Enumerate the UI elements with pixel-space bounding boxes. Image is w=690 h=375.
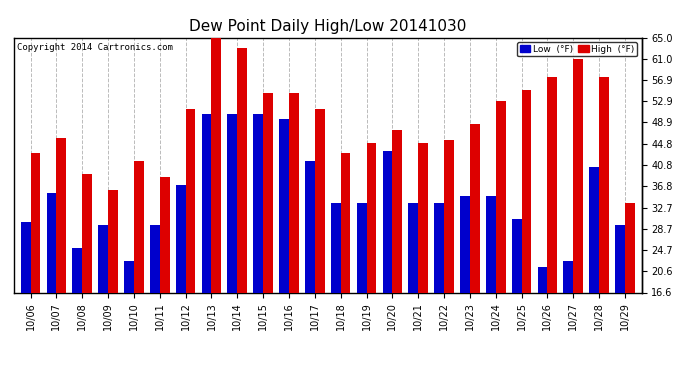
Bar [124, 261, 134, 375]
Bar [72, 248, 82, 375]
Bar [434, 204, 444, 375]
Bar [315, 109, 325, 375]
Bar [47, 193, 57, 375]
Title: Dew Point Daily High/Low 20141030: Dew Point Daily High/Low 20141030 [189, 18, 466, 33]
Bar [382, 151, 393, 375]
Bar [228, 114, 237, 375]
Bar [150, 225, 160, 375]
Text: Copyright 2014 Cartronics.com: Copyright 2014 Cartronics.com [17, 43, 172, 52]
Bar [495, 101, 506, 375]
Bar [564, 261, 573, 375]
Bar [289, 93, 299, 375]
Bar [253, 114, 263, 375]
Bar [263, 93, 273, 375]
Bar [237, 48, 247, 375]
Bar [522, 90, 531, 375]
Bar [21, 222, 30, 375]
Bar [108, 190, 118, 375]
Bar [486, 195, 495, 375]
Bar [615, 225, 625, 375]
Bar [160, 177, 170, 375]
Bar [279, 119, 289, 375]
Legend: Low  (°F), High  (°F): Low (°F), High (°F) [517, 42, 637, 56]
Bar [211, 38, 221, 375]
Bar [186, 109, 195, 375]
Bar [512, 219, 522, 375]
Bar [444, 140, 454, 375]
Bar [82, 174, 92, 375]
Bar [30, 153, 41, 375]
Bar [538, 267, 547, 375]
Bar [305, 161, 315, 375]
Bar [625, 204, 635, 375]
Bar [134, 161, 144, 375]
Bar [547, 77, 558, 375]
Bar [341, 153, 351, 375]
Bar [366, 143, 376, 375]
Bar [470, 124, 480, 375]
Bar [408, 204, 418, 375]
Bar [393, 130, 402, 375]
Bar [176, 185, 186, 375]
Bar [418, 143, 428, 375]
Bar [201, 114, 211, 375]
Bar [357, 204, 366, 375]
Bar [98, 225, 108, 375]
Bar [599, 77, 609, 375]
Bar [460, 195, 470, 375]
Bar [331, 204, 341, 375]
Bar [589, 166, 599, 375]
Bar [573, 58, 583, 375]
Bar [57, 138, 66, 375]
